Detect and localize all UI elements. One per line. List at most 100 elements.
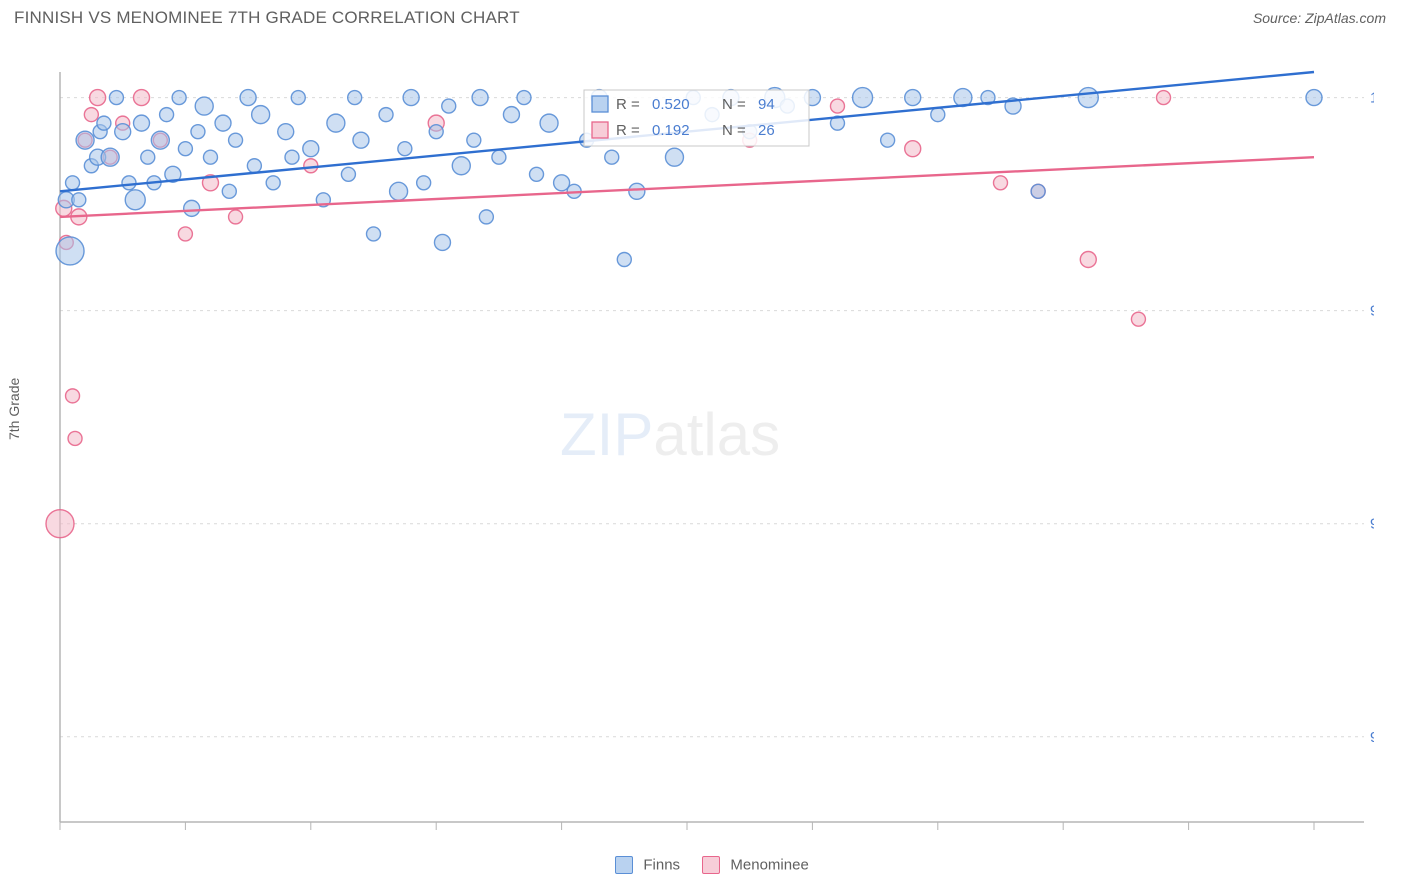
chart-title: FINNISH VS MENOMINEE 7TH GRADE CORRELATI… [14,8,520,28]
scatter-point [881,133,895,147]
scatter-point [134,115,150,131]
y-tick-label: 92.5% [1370,729,1374,746]
scatter-point [403,90,419,106]
source-label: Source: ZipAtlas.com [1253,10,1386,26]
legend-label-menominee: Menominee [730,857,808,874]
scatter-point [327,114,345,132]
scatter-point [178,227,192,241]
scatter-point [931,108,945,122]
scatter-point [291,91,305,105]
scatter-point [503,107,519,123]
legend-swatch [592,122,608,138]
scatter-point [72,193,86,207]
scatter-point [90,90,106,106]
scatter-point [442,99,456,113]
scatter-point [229,210,243,224]
scatter-point [517,91,531,105]
scatter-point [1306,90,1322,106]
bottom-legend: Finns Menominee [0,856,1406,874]
legend-n-value: 94 [758,96,775,113]
legend-n-label: N = [722,122,746,139]
scatter-point [379,108,393,122]
legend-swatch [592,96,608,112]
scatter-point [303,141,319,157]
scatter-point [429,125,443,139]
scatter-point [341,167,355,181]
scatter-point [172,91,186,105]
scatter-point [398,142,412,156]
scatter-point [530,167,544,181]
scatter-point [195,97,213,115]
scatter-point [101,148,119,166]
scatter-point [617,253,631,267]
scatter-chart: 92.5%95.0%97.5%100.0%0.0%100.0%R =0.520N… [14,32,1374,832]
scatter-point [266,176,280,190]
scatter-point [1031,184,1045,198]
scatter-point [285,150,299,164]
scatter-point [247,159,261,173]
scatter-point [994,176,1008,190]
scatter-point [160,108,174,122]
legend-r-value: 0.192 [652,122,690,139]
scatter-point [665,148,683,166]
scatter-point [222,184,236,198]
scatter-point [467,133,481,147]
scatter-point [122,176,136,190]
legend-r-label: R = [616,122,640,139]
scatter-point [1157,91,1171,105]
scatter-point [472,90,488,106]
scatter-point [417,176,431,190]
scatter-point [134,90,150,106]
scatter-point [278,124,294,140]
legend-n-value: 26 [758,122,775,139]
y-tick-label: 95.0% [1370,516,1374,533]
chart-header: FINNISH VS MENOMINEE 7TH GRADE CORRELATI… [0,0,1406,32]
scatter-point [215,115,231,131]
scatter-point [452,157,470,175]
scatter-point [905,90,921,106]
scatter-point [141,150,155,164]
scatter-point [1080,252,1096,268]
legend-n-label: N = [722,96,746,113]
scatter-point [434,234,450,250]
y-axis-label: 7th Grade [6,378,22,440]
scatter-point [66,176,80,190]
scatter-point [84,108,98,122]
scatter-point [229,133,243,147]
scatter-point [76,131,94,149]
legend-swatch-menominee [702,856,720,874]
scatter-point [1131,312,1145,326]
scatter-point [97,116,111,130]
y-tick-label: 100.0% [1370,90,1374,107]
scatter-point [109,91,123,105]
scatter-point [115,124,131,140]
scatter-point [830,99,844,113]
scatter-point [605,150,619,164]
scatter-point [68,431,82,445]
legend-r-value: 0.520 [652,96,690,113]
scatter-point [252,106,270,124]
scatter-point [178,142,192,156]
legend-swatch-finns [615,856,633,874]
scatter-point [353,132,369,148]
scatter-point [905,141,921,157]
legend-label-finns: Finns [643,857,680,874]
scatter-point [240,90,256,106]
scatter-point [479,210,493,224]
scatter-point [492,150,506,164]
scatter-point [184,200,200,216]
scatter-point [1078,88,1098,108]
y-tick-label: 97.5% [1370,303,1374,320]
scatter-point [390,182,408,200]
scatter-point [191,125,205,139]
scatter-point [367,227,381,241]
scatter-point [125,190,145,210]
legend-r-label: R = [616,96,640,113]
scatter-point [66,389,80,403]
scatter-point [46,510,74,538]
scatter-point [203,150,217,164]
scatter-point [304,159,318,173]
scatter-point [348,91,362,105]
scatter-point [151,131,169,149]
scatter-point [56,237,84,265]
